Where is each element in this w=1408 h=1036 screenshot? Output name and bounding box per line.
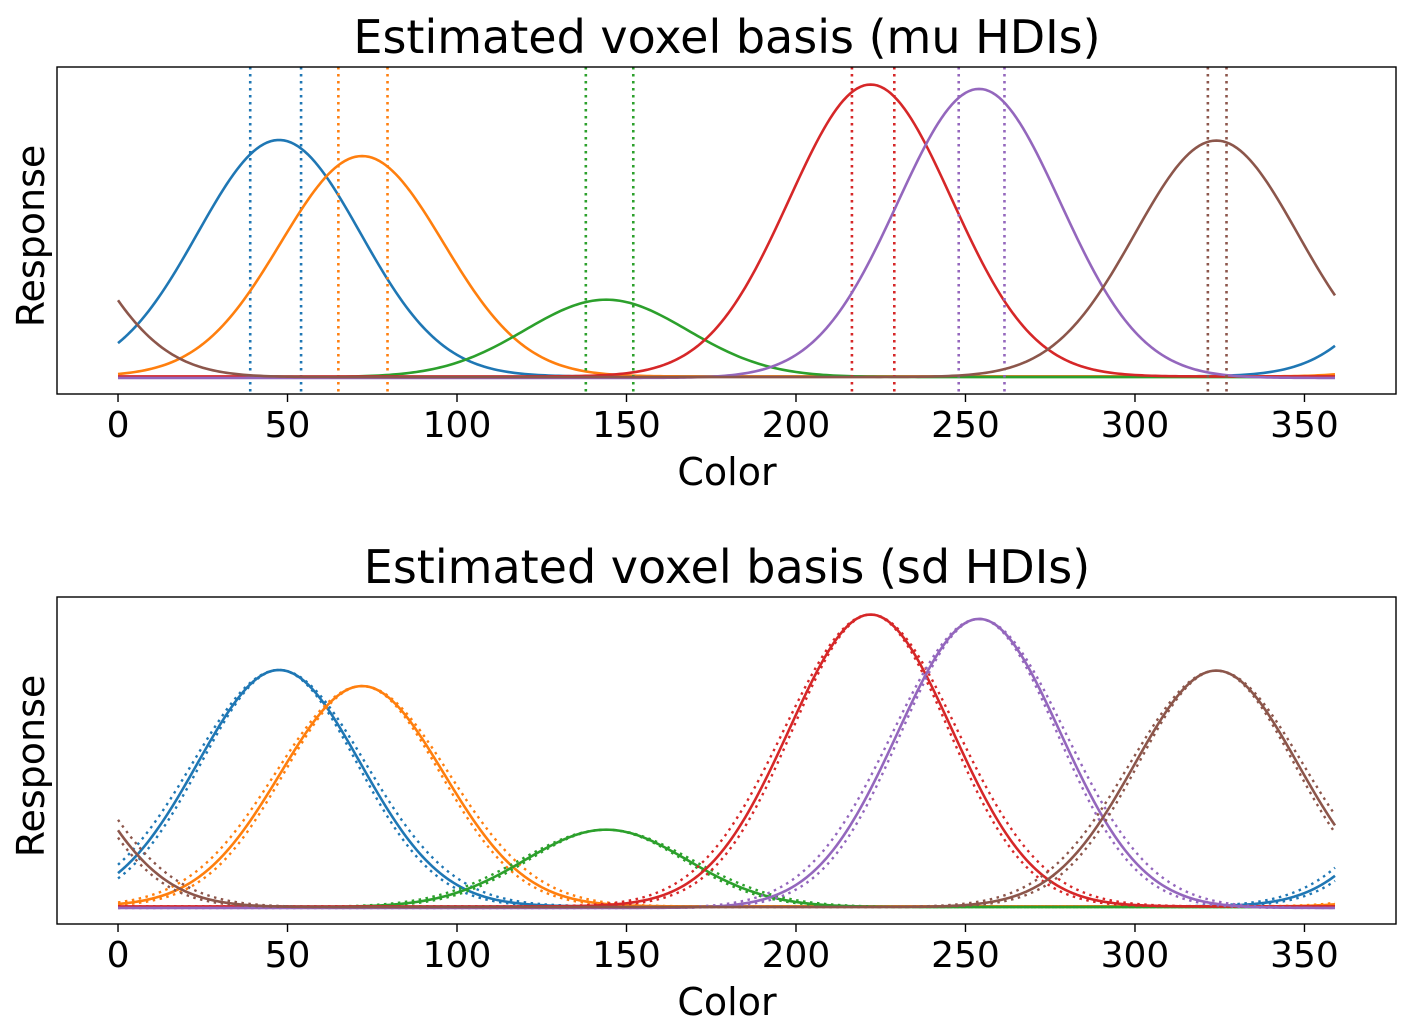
series-curve-6 [116,139,1337,379]
x-tick-label: 350 [1270,935,1339,976]
x-tick-label: 300 [1101,405,1170,446]
x-tick-label: 0 [107,935,130,976]
series-curve-2 [117,154,1336,378]
x-ticks-mu: 0 50 100 150 200 250 300 350 [107,394,1339,446]
hdi-curve-4-upper [118,613,1335,908]
hdi-curve-5-lower [118,617,1335,910]
x-axis-label-mu: Color [677,450,777,494]
hdi-curve-4-lower [118,613,1335,908]
x-tick-label: 250 [931,935,1000,976]
plot-area-sd [116,613,1337,910]
y-axis-label-sd: Response [9,675,53,858]
hdi-curve-6-upper [117,669,1336,909]
series-curve-1 [117,668,1336,908]
series-curve-3 [118,298,1335,379]
x-ticks-sd: 0 50 100 150 200 250 300 350 [107,924,1339,976]
plot-area-mu [116,67,1337,394]
x-axis-label-sd: Color [677,980,777,1024]
series-curve-2 [117,684,1336,908]
plot-frame-mu [56,66,1397,395]
hdi-curve-6-lower [117,669,1336,909]
x-tick-label: 100 [423,935,492,976]
series-curve-5 [118,617,1335,910]
chart-title-mu: Estimated voxel basis (mu HDIs) [353,10,1100,64]
hdi-curve-2-lower [117,684,1336,908]
x-tick-label: 350 [1270,405,1339,446]
x-tick-label: 200 [762,405,831,446]
chart-title-sd: Estimated voxel basis (sd HDIs) [364,540,1090,594]
hdi-curve-2-upper [117,684,1336,908]
x-tick-label: 150 [592,935,661,976]
hdi-curve-5-upper [118,617,1335,910]
panel-mu: Estimated voxel basis (mu HDIs) Response… [9,10,1397,494]
x-tick-label: 300 [1101,935,1170,976]
x-tick-label: 50 [265,405,311,446]
hdi-curve-1-lower [117,668,1336,908]
x-tick-label: 250 [931,405,1000,446]
hdi-curve-3-lower [118,828,1335,909]
hdi-curve-3-upper [118,828,1335,909]
panel-sd: Estimated voxel basis (sd HDIs) Response… [9,540,1397,1024]
x-tick-label: 100 [423,405,492,446]
x-tick-label: 200 [762,935,831,976]
series-curve-6 [116,669,1337,909]
x-tick-label: 50 [265,935,311,976]
y-axis-label-mu: Response [9,145,53,328]
series-curve-4 [118,613,1335,908]
plot-frame-sd [56,596,1397,925]
x-tick-label: 0 [107,405,130,446]
hdi-curve-1-upper [117,668,1336,908]
x-tick-label: 150 [592,405,661,446]
